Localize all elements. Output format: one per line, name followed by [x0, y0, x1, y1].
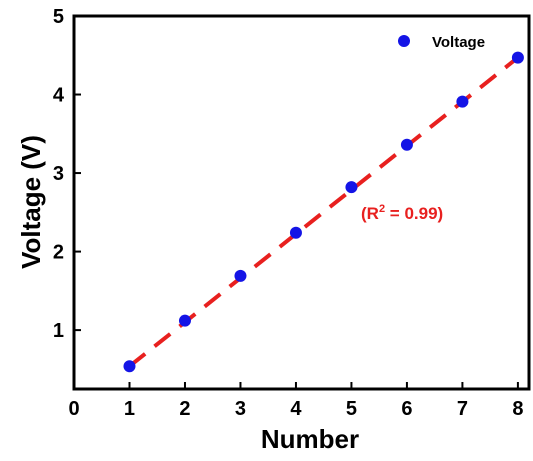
annotation-superscript: 2 [379, 203, 385, 215]
y-tick-label: 1 [53, 320, 64, 342]
data-point [456, 95, 469, 108]
x-tick-label: 6 [401, 398, 412, 420]
data-points [123, 51, 524, 373]
x-tick-label: 0 [68, 398, 79, 420]
annotation-suffix: = 0.99) [385, 204, 443, 223]
y-axis-title: Voltage (V) [16, 135, 46, 269]
data-point [123, 360, 136, 373]
x-tick-label: 7 [457, 398, 468, 420]
data-point [511, 51, 524, 64]
y-tick-label: 5 [53, 6, 64, 28]
y-tick-label: 2 [53, 242, 64, 264]
x-tick-label: 3 [235, 398, 246, 420]
x-tick-label: 5 [346, 398, 357, 420]
legend: Voltage [398, 34, 485, 51]
data-point [234, 269, 247, 282]
annotation-prefix: (R [361, 204, 379, 223]
x-tick-label: 2 [179, 398, 190, 420]
plot-frame [72, 14, 531, 391]
legend-marker [398, 35, 410, 47]
x-axis-title: Number [261, 424, 359, 454]
x-axis-ticks: 0 1 2 3 4 5 6 7 8 [68, 382, 523, 420]
y-tick-label: 3 [53, 163, 64, 185]
data-point [178, 314, 191, 327]
x-tick-label: 8 [512, 398, 523, 420]
x-tick-label: 1 [124, 398, 135, 420]
plot-area [72, 14, 531, 391]
data-point [400, 138, 413, 151]
legend-label: Voltage [432, 34, 485, 51]
data-point [345, 181, 358, 194]
r-squared-annotation: (R2 = 0.99) [361, 203, 443, 223]
y-tick-label: 4 [53, 85, 65, 107]
y-axis-ticks: 1 2 3 4 5 [53, 6, 81, 342]
x-tick-label: 4 [290, 398, 302, 420]
data-point [289, 226, 302, 239]
linear-fit-line [128, 56, 520, 368]
